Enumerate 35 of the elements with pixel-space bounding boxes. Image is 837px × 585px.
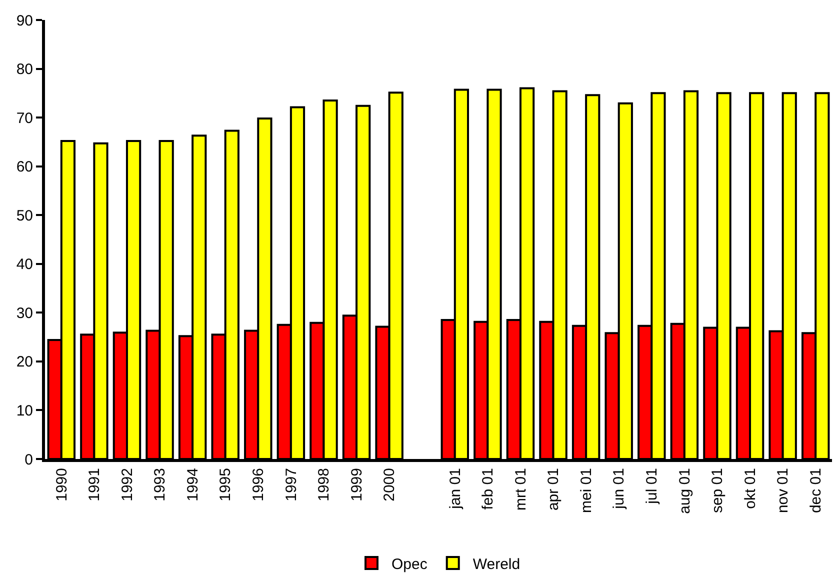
x-tick-label: 1997 (282, 468, 300, 502)
y-tick-label: 20 (16, 354, 33, 371)
y-tick-label: 80 (16, 61, 33, 78)
x-tick-label: sep 01 (709, 468, 726, 514)
x-tick-label: mrt 01 (512, 468, 530, 511)
y-tick-label: 60 (16, 158, 33, 176)
x-tick-label: okt 01 (742, 468, 759, 509)
legend-label: Opec (392, 556, 428, 573)
x-tick-label: 1999 (348, 468, 366, 502)
x-tick-label: 1998 (316, 468, 333, 502)
y-tick-label: 10 (16, 402, 33, 420)
x-tick-label: jun 01 (610, 468, 628, 510)
x-tick-label: aug 01 (676, 468, 694, 514)
x-tick-label: dec 01 (807, 468, 824, 514)
y-tick-label: 70 (16, 110, 33, 127)
x-tick-label: apr 01 (545, 468, 562, 511)
legend-label: Wereld (472, 556, 520, 573)
x-tick-label: 1992 (118, 468, 136, 502)
y-tick-label: 30 (16, 304, 33, 322)
y-tick-label: 50 (16, 207, 33, 224)
x-tick-label: jul 01 (644, 468, 661, 505)
x-tick-label: 2000 (381, 468, 398, 502)
x-tick-label: 1996 (250, 468, 268, 502)
y-tick-label: 40 (16, 256, 33, 274)
x-tick-label: 1994 (184, 468, 202, 502)
x-tick-label: feb 01 (480, 468, 497, 510)
x-tick-label: jan 01 (446, 468, 464, 510)
x-tick-label: 1991 (86, 468, 104, 502)
x-tick-label: 1995 (217, 468, 234, 502)
x-tick-label: nov 01 (774, 468, 792, 514)
x-tick-label: 1993 (152, 468, 169, 502)
x-tick-label: 1990 (53, 468, 70, 502)
x-tick-label: mei 01 (578, 468, 595, 514)
y-tick-label: 90 (16, 12, 33, 30)
y-tick-label: 0 (24, 451, 33, 468)
